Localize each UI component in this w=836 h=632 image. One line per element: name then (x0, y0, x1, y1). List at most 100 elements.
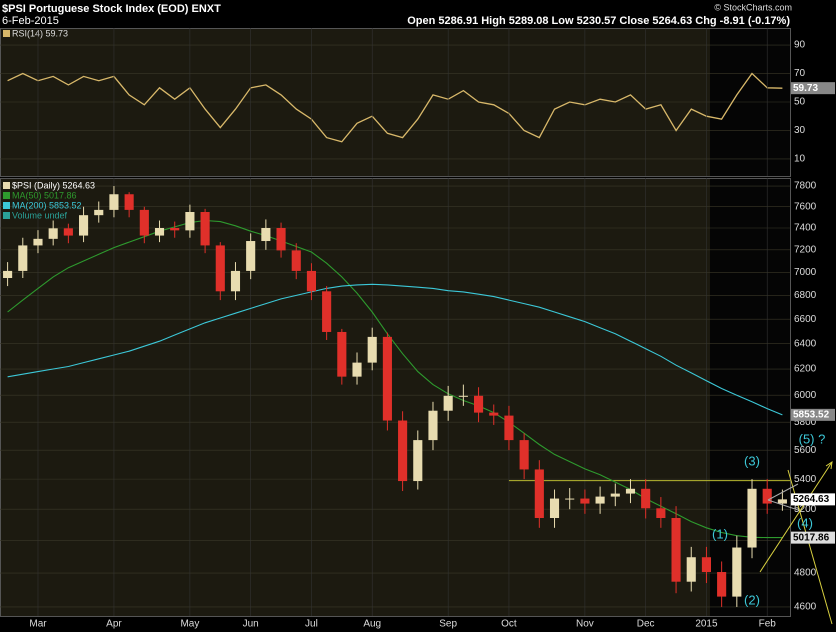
candle-body (18, 245, 28, 271)
legend-label: MA(200) 5853.52 (12, 200, 82, 210)
legend-swatch (3, 30, 10, 37)
panel-border (0, 178, 791, 617)
candle-body (246, 241, 256, 271)
candle-body (337, 331, 347, 377)
candle-body (610, 493, 620, 497)
x-tick-label: Nov (576, 619, 594, 630)
candle-body (504, 415, 514, 441)
y-tick-label: 5400 (794, 474, 817, 485)
candle-body (413, 440, 423, 482)
last-value-box (791, 493, 835, 506)
wave-label: (3) (744, 453, 760, 468)
candle-body (352, 362, 362, 377)
legend-label: RSI(14) 59.73 (12, 28, 68, 38)
date: 6-Feb-2015 (2, 15, 59, 27)
candle-body (185, 211, 195, 231)
x-tick-label: Oct (501, 619, 517, 630)
y-tick-label: 7200 (794, 244, 817, 255)
candle-body (625, 488, 636, 494)
last-value-box (791, 408, 835, 421)
candle-body (717, 572, 727, 597)
candle-body (701, 557, 711, 573)
ma-line (7, 283, 783, 416)
wave-label: (4) (797, 515, 813, 530)
last-value-label: 59.73 (793, 83, 818, 94)
candle-body (261, 227, 271, 242)
candle-body (382, 336, 392, 421)
candle-body (154, 227, 165, 236)
candle-body (686, 557, 696, 582)
y-tick-label: 4800 (794, 568, 817, 579)
legend-swatch (3, 202, 10, 209)
x-tick-label: 2015 (695, 619, 718, 630)
ma-line (7, 219, 783, 539)
candle-body (580, 498, 590, 504)
credit: © StockCharts.com (714, 2, 792, 12)
candle-body (762, 488, 772, 504)
y-tick-label: 6200 (794, 364, 817, 375)
legend-swatch (3, 212, 10, 219)
y-tick-label: 4600 (794, 602, 817, 613)
legend-swatch (3, 182, 10, 189)
candle-body (777, 499, 787, 504)
candle-body (534, 469, 544, 519)
panel-bg (0, 178, 710, 616)
candle-body (124, 194, 134, 210)
candle-body (63, 228, 73, 236)
candle-body (48, 228, 58, 239)
last-value-label: 5017.86 (793, 532, 830, 543)
candle-body (428, 410, 438, 441)
chart-title: $PSI Portuguese Stock Index (EOD) ENXT (2, 3, 221, 15)
x-tick-label: Sep (439, 619, 457, 630)
y-tick-label: 7000 (794, 267, 817, 278)
candle-body (641, 488, 651, 509)
arrow-head (825, 460, 833, 470)
quote: Open 5286.91 High 5289.08 Low 5230.57 Cl… (407, 15, 790, 27)
y-tick-label: 6400 (794, 338, 817, 349)
y-tick-label: 30 (794, 125, 806, 136)
last-value-box (791, 531, 835, 544)
candle-body (458, 395, 468, 397)
x-tick-label: Apr (106, 619, 122, 630)
wave-label: (1) (712, 526, 728, 541)
x-tick-label: Aug (363, 619, 381, 630)
candle-body (656, 508, 666, 519)
last-value-label: 5264.63 (793, 494, 830, 505)
y-tick-label: 6600 (794, 314, 817, 325)
candle-body (398, 420, 408, 482)
candle-body (33, 238, 43, 246)
candle-body (443, 395, 453, 411)
y-tick-label: 7600 (794, 201, 817, 212)
y-tick-label: 10 (794, 154, 806, 165)
x-tick-label: Feb (759, 619, 777, 630)
candle-body (322, 291, 332, 332)
legend-label: MA(50) 5017.86 (12, 190, 77, 200)
y-tick-label: 6800 (794, 290, 817, 301)
candle-body (306, 270, 316, 292)
candle-body (230, 270, 241, 292)
wave-label: (5) ? (799, 431, 826, 446)
y-tick-label: 50 (794, 97, 806, 108)
triangle-line (767, 483, 799, 501)
rsi-line (7, 72, 783, 143)
y-tick-label: 7400 (794, 223, 817, 234)
legend-label: Volume undef (12, 210, 68, 220)
y-tick-label: 5800 (794, 417, 817, 428)
y-tick-label: 90 (794, 40, 806, 51)
candle-body (519, 440, 529, 470)
candle-body (79, 215, 89, 236)
legend-swatch (3, 192, 10, 199)
x-tick-label: Dec (637, 619, 655, 630)
candle-body (3, 270, 13, 278)
x-tick-label: Jun (243, 619, 259, 630)
wave-label: (2) (744, 592, 760, 607)
candle-body (595, 496, 605, 504)
candle-body (200, 211, 210, 246)
candle-body (276, 227, 286, 251)
y-tick-label: 5200 (794, 504, 817, 515)
x-tick-label: May (180, 619, 199, 630)
last-value-box (791, 82, 835, 95)
candle-body (747, 488, 757, 548)
